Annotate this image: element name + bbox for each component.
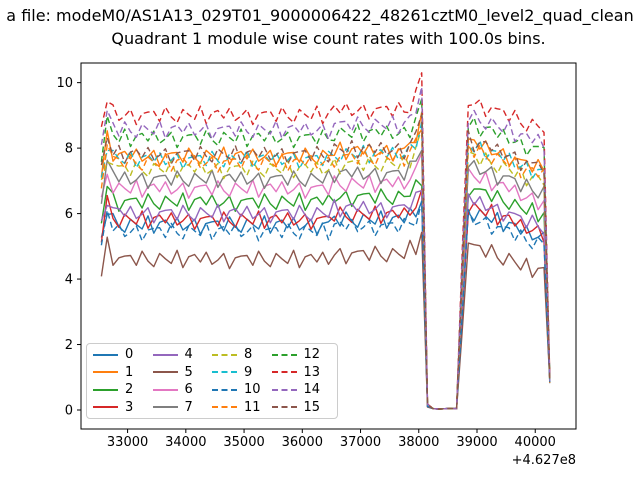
legend: 0 1 2 3 4 5 6 7 8 9 10 11 12 13 14 15 [86,343,338,419]
series-line-2 [100,179,551,410]
legend-item: 6 [152,382,213,398]
legend-item: 8 [212,348,272,361]
axes-title: Quadrant 1 module wise count rates with … [111,29,546,48]
plot-frame [80,62,577,430]
series-line-14 [100,86,551,410]
legend-item-label: 0 [125,347,134,363]
y-tick-label: 6 [65,207,73,222]
legend-item-label: 8 [244,347,253,363]
legend-item-label: 10 [244,382,261,398]
legend-line-sample [152,406,178,409]
x-tick-label: 39000 [456,435,497,450]
series-line-12 [100,98,551,410]
legend-item: 13 [271,364,332,380]
y-tick-label: 10 [56,76,73,91]
y-tick-label: 0 [65,404,73,419]
legend-item: 2 [93,383,153,396]
legend-line-sample [93,388,118,391]
legend-item: 3 [93,401,153,414]
x-tick-label: 35000 [223,435,264,450]
legend-item-label: 12 [303,347,321,363]
legend-line-sample [212,371,237,374]
legend-line-sample [93,371,118,374]
legend-item-label: 1 [125,364,134,380]
legend-item: 12 [271,347,332,363]
legend-line-sample [212,388,237,391]
legend-item: 14 [271,382,332,398]
legend-item-label: 13 [303,364,321,380]
legend-item: 7 [152,399,213,415]
legend-item: 4 [152,347,213,363]
legend-item-label: 9 [244,364,253,380]
series-line-5 [100,231,551,410]
y-tick-label: 2 [65,338,73,353]
legend-item: 0 [93,348,153,361]
legend-line-sample [93,406,118,409]
x-tick-label: 37000 [340,435,381,450]
series-line-15 [100,113,551,410]
legend-item: 11 [212,401,272,414]
series-line-11 [100,128,551,410]
legend-line-sample [212,406,237,409]
x-tick-label: 34000 [165,435,206,450]
legend-line-sample [271,388,297,391]
series-line-4 [100,189,551,410]
series-line-1 [100,111,551,410]
legend-item-label: 6 [184,382,193,398]
legend-line-sample [271,406,297,409]
series-line-13 [100,72,551,410]
legend-line-sample [271,353,297,356]
legend-item: 5 [152,364,213,380]
legend-line-sample [212,353,237,356]
y-tick-label: 8 [65,142,73,157]
series-line-9 [100,121,551,410]
figure-title: a file: modeM0/AS1A13_029T01_9000006422_… [6,6,634,25]
legend-line-sample [271,371,297,374]
x-tick-label: 33000 [107,435,148,450]
legend-item-label: 15 [303,399,321,415]
legend-item-label: 7 [184,399,193,415]
legend-item-label: 2 [125,382,134,398]
legend-line-sample [152,388,178,391]
series-line-7 [100,149,551,410]
legend-line-sample [152,353,178,356]
legend-item-label: 3 [125,399,134,415]
x-tick-label: 40000 [515,435,556,450]
x-tick-label: 38000 [398,435,439,450]
y-tick-label: 4 [65,273,73,288]
legend-item: 15 [271,399,332,415]
series-line-10 [100,200,551,410]
series-line-6 [100,152,551,410]
legend-item: 10 [212,383,272,396]
x-axis-offset-label: +4.627e8 [512,453,576,468]
series-line-8 [100,127,551,410]
legend-item: 9 [212,366,272,379]
legend-item-label: 14 [303,382,321,398]
series-line-0 [100,200,551,410]
legend-line-sample [152,371,178,374]
legend-item: 1 [93,366,153,379]
legend-item-label: 11 [244,399,261,415]
x-tick-label: 36000 [282,435,323,450]
legend-line-sample [93,353,118,356]
legend-item-label: 5 [184,364,193,380]
legend-item-label: 4 [184,347,193,363]
